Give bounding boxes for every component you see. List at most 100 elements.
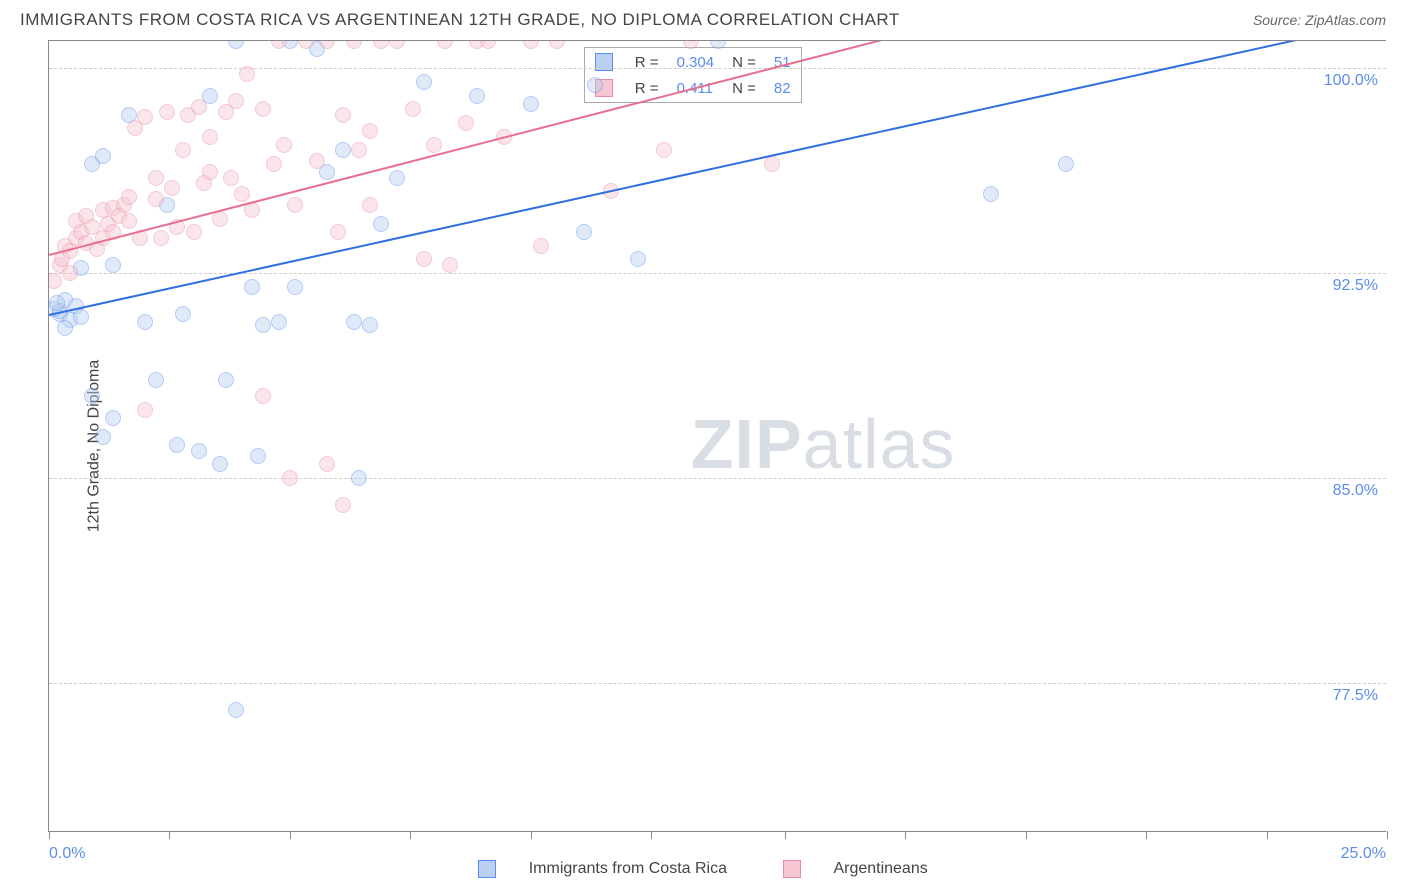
data-point-argentineans xyxy=(442,257,458,273)
data-point-costa_rica xyxy=(95,148,111,164)
data-point-argentineans xyxy=(202,129,218,145)
stats-legend: R =0.304N =51R =0.411N =82 xyxy=(584,47,802,103)
data-point-argentineans xyxy=(426,137,442,153)
data-point-argentineans xyxy=(523,41,539,49)
data-point-costa_rica xyxy=(191,443,207,459)
legend-swatch xyxy=(478,860,496,878)
chart-title: IMMIGRANTS FROM COSTA RICA VS ARGENTINEA… xyxy=(20,10,900,30)
data-point-argentineans xyxy=(309,153,325,169)
y-tick-label: 85.0% xyxy=(1333,482,1378,500)
data-point-argentineans xyxy=(335,107,351,123)
x-tick xyxy=(410,831,411,839)
y-tick-label: 77.5% xyxy=(1333,687,1378,705)
data-point-argentineans xyxy=(148,170,164,186)
legend-item: Immigrants from Costa Rica xyxy=(464,860,741,877)
data-point-argentineans xyxy=(62,265,78,281)
data-point-costa_rica xyxy=(175,306,191,322)
data-point-costa_rica xyxy=(255,317,271,333)
data-point-argentineans xyxy=(223,170,239,186)
r-label: R = xyxy=(627,50,667,74)
data-point-argentineans xyxy=(276,137,292,153)
data-point-costa_rica xyxy=(389,170,405,186)
data-point-costa_rica xyxy=(228,41,244,49)
data-point-argentineans xyxy=(255,388,271,404)
x-tick xyxy=(905,831,906,839)
data-point-costa_rica xyxy=(1058,156,1074,172)
watermark-a: ZIP xyxy=(691,405,803,483)
data-point-argentineans xyxy=(186,224,202,240)
data-point-argentineans xyxy=(319,456,335,472)
data-point-argentineans xyxy=(389,41,405,49)
data-point-argentineans xyxy=(405,101,421,117)
data-point-argentineans xyxy=(121,213,137,229)
legend-swatch xyxy=(783,860,801,878)
data-point-costa_rica xyxy=(84,388,100,404)
data-point-argentineans xyxy=(330,224,346,240)
data-point-costa_rica xyxy=(335,142,351,158)
data-point-argentineans xyxy=(287,197,303,213)
data-point-costa_rica xyxy=(105,410,121,426)
stats-table: R =0.304N =51R =0.411N =82 xyxy=(585,48,801,102)
data-point-costa_rica xyxy=(630,251,646,267)
data-point-costa_rica xyxy=(49,295,65,311)
data-point-argentineans xyxy=(153,230,169,246)
data-point-costa_rica xyxy=(148,372,164,388)
data-point-argentineans xyxy=(335,497,351,513)
data-point-argentineans xyxy=(234,186,250,202)
legend-label: Immigrants from Costa Rica xyxy=(529,860,727,877)
data-point-argentineans xyxy=(121,189,137,205)
data-point-costa_rica xyxy=(587,77,603,93)
r-value: 0.304 xyxy=(669,50,723,74)
x-tick xyxy=(531,831,532,839)
source-label: Source: ZipAtlas.com xyxy=(1253,12,1386,28)
data-point-argentineans xyxy=(282,470,298,486)
data-point-argentineans xyxy=(137,402,153,418)
data-point-argentineans xyxy=(266,156,282,172)
data-point-costa_rica xyxy=(373,216,389,232)
data-point-argentineans xyxy=(764,156,780,172)
data-point-argentineans xyxy=(346,41,362,49)
data-point-costa_rica xyxy=(137,314,153,330)
data-point-argentineans xyxy=(362,197,378,213)
x-tick xyxy=(1267,831,1268,839)
data-point-costa_rica xyxy=(228,702,244,718)
data-point-argentineans xyxy=(480,41,496,49)
data-point-costa_rica xyxy=(212,456,228,472)
y-tick-label: 92.5% xyxy=(1333,277,1378,295)
data-point-costa_rica xyxy=(346,314,362,330)
data-point-costa_rica xyxy=(271,314,287,330)
n-value: 82 xyxy=(766,76,799,100)
data-point-argentineans xyxy=(137,109,153,125)
x-tick xyxy=(169,831,170,839)
x-tick xyxy=(290,831,291,839)
x-tick xyxy=(785,831,786,839)
gridline xyxy=(49,478,1386,479)
data-point-costa_rica xyxy=(362,317,378,333)
data-point-costa_rica xyxy=(105,257,121,273)
swatch-cell xyxy=(587,50,625,74)
data-point-argentineans xyxy=(416,251,432,267)
chart-area: ZIPatlas R =0.304N =51R =0.411N =82 100.… xyxy=(48,40,1386,832)
x-tick xyxy=(1387,831,1388,839)
data-point-costa_rica xyxy=(95,429,111,445)
data-point-costa_rica xyxy=(250,448,266,464)
data-point-argentineans xyxy=(164,180,180,196)
x-tick xyxy=(1026,831,1027,839)
data-point-costa_rica xyxy=(57,320,73,336)
data-point-argentineans xyxy=(255,101,271,117)
data-point-argentineans xyxy=(362,123,378,139)
legend-item: Argentineans xyxy=(769,860,942,877)
gridline xyxy=(49,683,1386,684)
data-point-costa_rica xyxy=(218,372,234,388)
data-point-costa_rica xyxy=(983,186,999,202)
data-point-costa_rica xyxy=(576,224,592,240)
data-point-argentineans xyxy=(549,41,565,49)
data-point-argentineans xyxy=(148,191,164,207)
watermark-b: atlas xyxy=(803,405,956,483)
watermark: ZIPatlas xyxy=(691,404,956,484)
data-point-argentineans xyxy=(437,41,453,49)
data-point-costa_rica xyxy=(287,279,303,295)
data-point-argentineans xyxy=(228,93,244,109)
data-point-costa_rica xyxy=(416,74,432,90)
data-point-argentineans xyxy=(656,142,672,158)
